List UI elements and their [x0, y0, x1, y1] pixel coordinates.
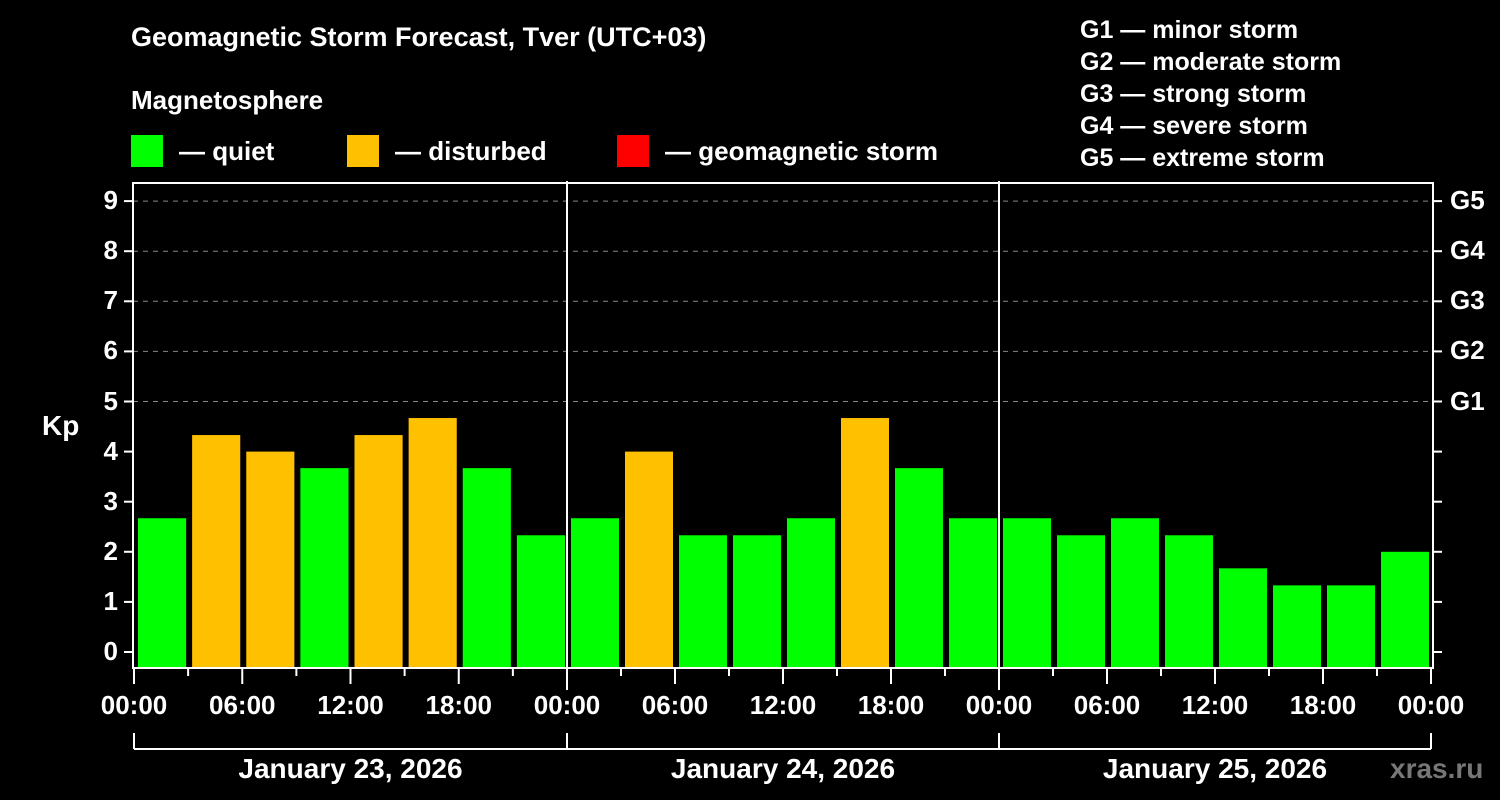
kp-bar	[462, 468, 511, 668]
legend-label: — disturbed	[395, 135, 547, 166]
date-label: January 23, 2026	[238, 753, 463, 784]
g2-legend: G2 — moderate storm	[1080, 48, 1342, 76]
storm-swatch-icon	[617, 135, 649, 167]
g-tick-label: G4	[1450, 235, 1485, 266]
x-tick-label: 18:00	[857, 690, 925, 720]
kp-bar	[408, 418, 457, 668]
kp-bar	[895, 468, 943, 668]
disturbed-swatch-icon	[347, 135, 379, 167]
watermark: xras.ru	[1390, 753, 1484, 784]
kp-bar	[300, 468, 349, 668]
kp-bar	[787, 518, 835, 668]
chart-title: Geomagnetic Storm Forecast, Tver (UTC+03…	[131, 22, 707, 52]
x-tick-label: 12:00	[317, 690, 384, 720]
date-label: January 24, 2026	[670, 753, 896, 784]
y-tick-label: 5	[103, 385, 118, 416]
y-tick-label: 4	[103, 435, 118, 466]
quiet-swatch-icon	[131, 135, 163, 167]
g5-legend: G5 — extreme storm	[1080, 144, 1325, 172]
x-tick-label: 06:00	[209, 690, 276, 720]
x-tick-label: 00:00	[100, 690, 168, 720]
kp-bar	[1327, 585, 1375, 668]
kp-bar	[516, 535, 565, 668]
x-tick-label: 18:00	[425, 690, 493, 720]
kp-bar	[192, 435, 241, 668]
x-tick-label: 12:00	[1181, 690, 1249, 720]
x-tick-label: 06:00	[641, 690, 709, 720]
kp-bar	[1219, 568, 1267, 668]
g3-legend: G3 — strong storm	[1080, 80, 1307, 108]
date-label: January 25, 2026	[1102, 753, 1328, 784]
kp-bar	[733, 535, 781, 668]
x-tick-label: 18:00	[1289, 690, 1357, 720]
kp-bar	[571, 518, 619, 668]
chart-subtitle: Magnetosphere	[131, 85, 324, 115]
g4-legend: G4 — severe storm	[1080, 112, 1308, 140]
legend-item-quiet: — quiet	[131, 134, 274, 168]
kp-bar	[841, 418, 889, 668]
x-tick-label: 00:00	[533, 690, 601, 720]
kp-bar	[679, 535, 727, 668]
x-tick-label: 00:00	[965, 690, 1033, 720]
kp-bar	[1003, 518, 1051, 668]
y-tick-label: 6	[103, 335, 118, 366]
kp-bar	[1381, 551, 1429, 668]
g-tick-label: G1	[1450, 385, 1485, 416]
y-axis-label: Kp	[42, 410, 80, 441]
x-tick-label: 12:00	[749, 690, 817, 720]
x-tick-label: 00:00	[1397, 690, 1465, 720]
y-tick-label: 3	[103, 485, 118, 516]
y-tick-label: 2	[103, 535, 118, 566]
y-tick-label: 7	[103, 285, 118, 316]
g-tick-label: G2	[1450, 335, 1485, 366]
kp-bar	[949, 518, 997, 668]
x-tick-label: 06:00	[1073, 690, 1141, 720]
legend-item-disturbed: — disturbed	[347, 134, 547, 168]
g-scale-legend: G1 — minor storm G2 — moderate storm G3 …	[1080, 14, 1341, 174]
kp-bar	[625, 451, 673, 668]
kp-bar	[1057, 535, 1105, 668]
legend-label: — quiet	[179, 135, 275, 166]
y-tick-label: 0	[103, 636, 118, 666]
g-tick-label: G3	[1450, 285, 1485, 316]
legend-item-storm: — geomagnetic storm	[617, 134, 938, 168]
y-tick-label: 1	[103, 585, 118, 616]
kp-bar	[138, 518, 187, 668]
g-tick-label: G5	[1450, 185, 1485, 216]
legend-label: — geomagnetic storm	[665, 135, 939, 166]
y-tick-label: 9	[103, 185, 118, 216]
g1-legend: G1 — minor storm	[1080, 16, 1299, 44]
kp-bar	[1111, 518, 1159, 668]
kp-bar	[1273, 585, 1321, 668]
kp-bar	[1165, 535, 1213, 668]
kp-bar	[354, 435, 403, 668]
y-tick-label: 8	[103, 235, 118, 266]
kp-bar	[246, 451, 295, 668]
